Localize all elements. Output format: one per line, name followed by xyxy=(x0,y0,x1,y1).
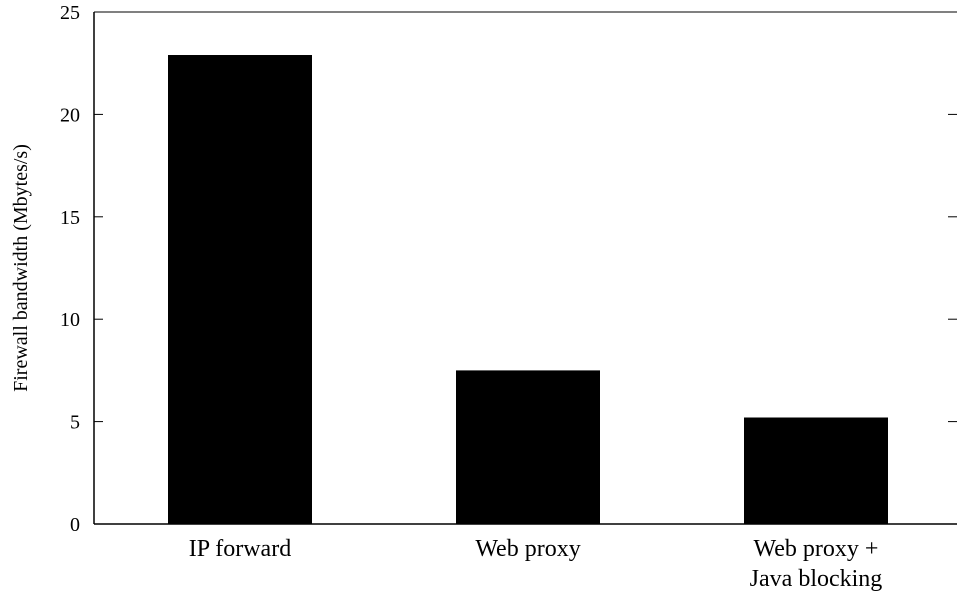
y-axis-ticks: 0 5 10 15 20 25 xyxy=(60,2,957,536)
y-tick-label: 15 xyxy=(60,207,80,229)
bar xyxy=(168,55,312,525)
y-tick-label: 0 xyxy=(70,514,80,536)
x-axis-tick-labels: IP forward Web proxy Web proxy + Java block… xyxy=(189,515,883,592)
bar xyxy=(744,417,888,524)
x-tick-label: IP forward xyxy=(189,536,291,562)
bar xyxy=(456,370,600,524)
y-tick-label: 25 xyxy=(60,2,80,24)
bars xyxy=(168,55,888,525)
y-tick-label: 20 xyxy=(60,104,80,126)
x-tick-label-line: Web proxy + xyxy=(754,536,879,562)
x-tick-label-line: Java blocking xyxy=(750,566,883,592)
y-tick-label: 10 xyxy=(60,309,80,331)
y-axis-label: Firewall bandwidth (Mbytes/s) xyxy=(10,144,32,392)
x-tick-label-line: IP forward xyxy=(189,536,291,562)
x-tick-label-line: Web proxy xyxy=(475,536,580,562)
x-tick-label: Web proxy xyxy=(475,536,580,562)
x-tick-label: Web proxy + Java blocking xyxy=(750,536,883,592)
y-tick-label: 5 xyxy=(70,412,80,434)
